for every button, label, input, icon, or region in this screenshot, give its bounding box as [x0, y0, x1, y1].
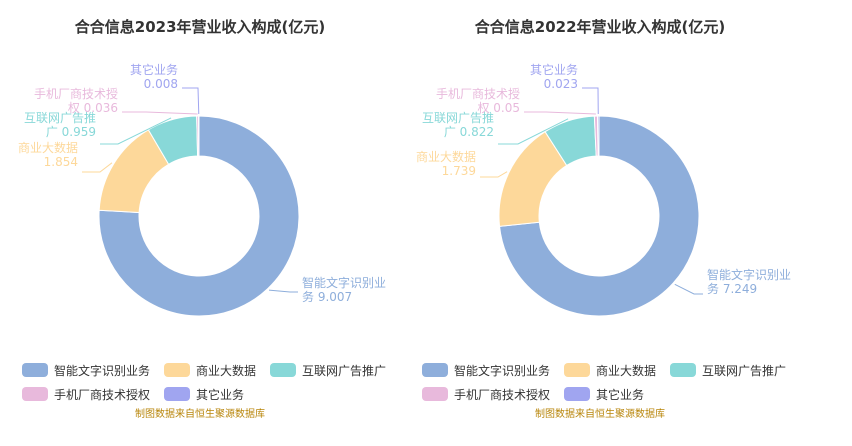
legend-item[interactable]: 互联网广告推广: [670, 362, 786, 379]
slice-label: 商业大数据 1.739: [416, 149, 476, 178]
slice-label: 其它业务 0.023: [530, 62, 578, 91]
slice-label: 智能文字识别业务 9.007: [302, 275, 386, 304]
legend-label: 手机厂商技术授权: [54, 387, 151, 402]
legend-label: 互联网广告推广: [302, 363, 387, 378]
legend-swatch: [422, 363, 448, 377]
slice-label: 手机厂商技术授权 0.036: [34, 86, 118, 115]
leader-line: [480, 171, 508, 178]
leader-line: [582, 87, 599, 115]
leader-line: [524, 111, 596, 115]
donut-slice[interactable]: [98, 115, 300, 317]
legend-swatch: [164, 387, 191, 401]
source-note: 制图数据来自恒生聚源数据库: [535, 409, 665, 420]
legend-swatch: [22, 387, 48, 401]
chart-panel-2022: 合合信息2022年营业收入构成(亿元) 智能文字识别业务 7.249 商业大数据 1…: [400, 0, 800, 446]
legend-item[interactable]: 其它业务: [164, 386, 244, 403]
legend-label: 互联网广告推广: [702, 363, 787, 378]
leader-line: [182, 87, 200, 115]
leader-line: [674, 283, 703, 295]
legend-label: 其它业务: [596, 387, 645, 402]
legend-item[interactable]: 商业大数据: [564, 362, 656, 379]
legend-label: 其它业务: [196, 387, 245, 402]
slice-label: 手机厂商技术授权 0.05: [436, 86, 520, 115]
leader-line: [122, 111, 198, 115]
legend-label: 智能文字识别业务: [54, 363, 151, 378]
donut-slice[interactable]: [597, 115, 600, 157]
chart-title: 合合信息2022年营业收入构成(亿元): [474, 18, 726, 36]
legend-swatch: [270, 363, 297, 377]
legend: 智能文字识别业务 商业大数据 互联网广告推广 手机厂商技术授权 其它业务: [22, 358, 402, 406]
chart-title: 合合信息2023年营业收入构成(亿元): [74, 18, 326, 36]
legend: 智能文字识别业务 商业大数据 互联网广告推广 手机厂商技术授权 其它业务: [422, 358, 802, 406]
legend-item[interactable]: 智能文字识别业务: [22, 362, 150, 379]
legend-swatch: [164, 363, 191, 377]
donut-slice[interactable]: [498, 115, 700, 317]
legend-label: 手机厂商技术授权: [454, 387, 551, 402]
slice-label: 智能文字识别业务 7.249: [707, 267, 791, 296]
leader-line: [268, 289, 298, 293]
legend-swatch: [22, 363, 48, 377]
legend-item[interactable]: 商业大数据: [164, 362, 256, 379]
donut-chart: 智能文字识别业务 7.249 商业大数据 1.739 互联网广告推广 0.822手机厂…: [416, 62, 791, 317]
legend-label: 商业大数据: [196, 363, 257, 378]
legend-item[interactable]: 手机厂商技术授权: [422, 386, 550, 403]
legend-item[interactable]: 手机厂商技术授权: [22, 386, 150, 403]
chart-panel-2023: 合合信息2023年营业收入构成(亿元) 智能文字识别业务 9.007 商业大数据 1…: [0, 0, 400, 446]
legend-swatch: [670, 363, 697, 377]
slice-label: 商业大数据 1.854: [18, 140, 78, 169]
source-note: 制图数据来自恒生聚源数据库: [135, 409, 265, 420]
legend-swatch: [564, 363, 591, 377]
legend-label: 商业大数据: [596, 363, 657, 378]
legend-swatch: [564, 387, 591, 401]
legend-item[interactable]: 互联网广告推广: [270, 362, 386, 379]
slice-label: 互联网广告推广 0.959: [24, 111, 96, 139]
leader-line: [100, 117, 172, 145]
leader-line: [498, 118, 569, 145]
leader-line: [82, 162, 113, 173]
legend-swatch: [422, 387, 448, 401]
legend-item[interactable]: 智能文字识别业务: [422, 362, 550, 379]
slice-label: 其它业务 0.008: [130, 62, 178, 91]
legend-label: 智能文字识别业务: [454, 363, 551, 378]
slice-label: 互联网广告推广 0.822: [422, 111, 494, 139]
legend-item[interactable]: 其它业务: [564, 386, 644, 403]
